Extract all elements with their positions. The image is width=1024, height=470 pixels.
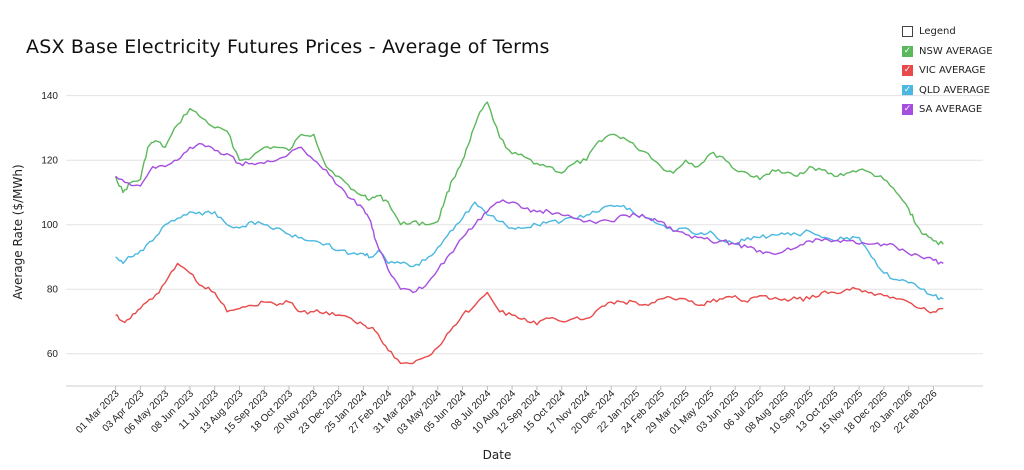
legend-check-icon[interactable]: ✓ <box>902 104 913 116</box>
legend: Legend ✓ NSW AVERAGE ✓ VIC AVERAGE ✓ QLD AVER… <box>902 22 1022 120</box>
legend-item-label: VIC AVERAGE <box>919 65 986 77</box>
y-tick-label: 120 <box>41 156 58 167</box>
y-axis-label: Average Rate ($/MWh) <box>11 164 25 299</box>
legend-item-sa-average[interactable]: ✓ SA AVERAGE <box>902 100 1022 120</box>
y-tick-label: 80 <box>47 285 59 296</box>
chart-title: ASX Base Electricity Futures Prices - Av… <box>26 36 550 58</box>
series-line-sa-average <box>115 142 944 294</box>
series-line-nsw-average <box>114 101 944 246</box>
y-tick-label: 140 <box>41 91 58 102</box>
legend-item-qld-average[interactable]: ✓ QLD AVERAGE <box>902 81 1022 101</box>
x-axis-label: Date <box>483 448 512 462</box>
legend-item-vic-average[interactable]: ✓ VIC AVERAGE <box>902 61 1022 81</box>
legend-check-icon[interactable]: ✓ <box>902 65 913 77</box>
legend-check-icon[interactable]: ✓ <box>902 84 913 96</box>
legend-title: Legend <box>919 26 956 38</box>
series-line-vic-average <box>115 262 944 365</box>
y-tick-label: 100 <box>41 220 58 231</box>
legend-item-label: NSW AVERAGE <box>919 45 993 57</box>
y-tick-label: 60 <box>47 349 59 360</box>
legend-checkbox-icon[interactable] <box>902 26 913 38</box>
legend-item-label: QLD AVERAGE <box>919 84 990 96</box>
legend-header[interactable]: Legend <box>902 22 1022 42</box>
legend-check-icon[interactable]: ✓ <box>902 45 913 57</box>
legend-item-nsw-average[interactable]: ✓ NSW AVERAGE <box>902 42 1022 62</box>
series-line-qld-average <box>115 201 944 301</box>
legend-item-label: SA AVERAGE <box>919 104 983 116</box>
